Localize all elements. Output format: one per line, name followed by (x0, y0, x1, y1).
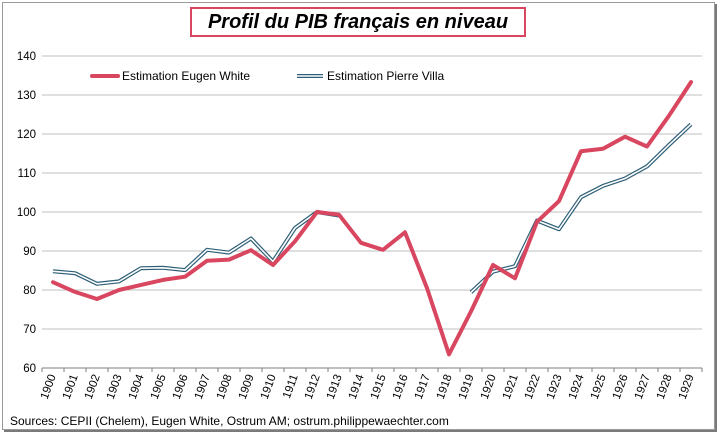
x-tick-label: 1906 (171, 373, 191, 401)
x-tick-label: 1916 (391, 373, 411, 401)
x-tick-label: 1907 (193, 373, 213, 401)
series-villa-line (470, 123, 692, 293)
x-tick-label: 1901 (61, 373, 81, 401)
legend-label-villa: Estimation Pierre Villa (327, 69, 444, 83)
x-tick-label: 1912 (303, 373, 323, 401)
x-tick-label: 1913 (325, 373, 345, 401)
x-tick-label: 1929 (677, 373, 697, 401)
y-tick-label: 130 (17, 90, 36, 102)
x-tick-label: 1902 (83, 373, 103, 401)
x-tick-label: 1925 (589, 373, 609, 401)
chart-frame (2, 2, 715, 430)
chart-title: Profil du PIB français en niveau (207, 10, 509, 33)
x-tick-label: 1909 (237, 373, 257, 401)
source-note: Sources: CEPII (Chelem), Eugen White, Os… (10, 414, 449, 428)
x-tick-label: 1908 (215, 373, 235, 401)
x-tick-label: 1922 (523, 373, 543, 401)
x-tick-label: 1903 (105, 373, 125, 401)
x-tick-label: 1919 (457, 373, 477, 401)
x-tick-label: 1914 (347, 372, 367, 401)
x-tick-label: 1910 (259, 373, 279, 401)
x-tick-label: 1905 (149, 373, 169, 401)
x-tick-label: 1920 (479, 373, 499, 401)
y-tick-label: 100 (17, 207, 36, 219)
legend-label-white: Estimation Eugen White (122, 69, 250, 83)
x-tick-label: 1928 (655, 373, 675, 401)
series-white-line (51, 80, 693, 357)
x-tick-label: 1918 (435, 373, 455, 401)
x-tick-label: 1900 (39, 373, 59, 401)
chart-title-box: Profil du PIB français en niveau (190, 7, 526, 37)
x-tick-label: 1915 (369, 373, 389, 401)
x-tick-label: 1904 (127, 372, 147, 401)
y-tick-label: 80 (23, 285, 36, 297)
x-tick-label: 1927 (633, 373, 653, 401)
x-tick-label: 1923 (545, 373, 565, 401)
y-tick-label: 120 (17, 129, 36, 141)
series-villa-line-outline (52, 210, 340, 286)
y-tick-label: 90 (23, 246, 36, 258)
y-tick-label: 60 (23, 363, 36, 375)
x-tick-label: 1926 (611, 373, 631, 401)
y-tick-label: 110 (18, 168, 36, 180)
series-villa-line (52, 211, 340, 285)
x-tick-label: 1921 (501, 373, 521, 401)
x-tick-label: 1924 (567, 372, 587, 401)
x-tick-label: 1911 (281, 373, 301, 400)
y-tick-label: 70 (23, 324, 36, 336)
x-tick-label: 1917 (413, 373, 433, 401)
y-tick-label: 140 (17, 51, 36, 63)
